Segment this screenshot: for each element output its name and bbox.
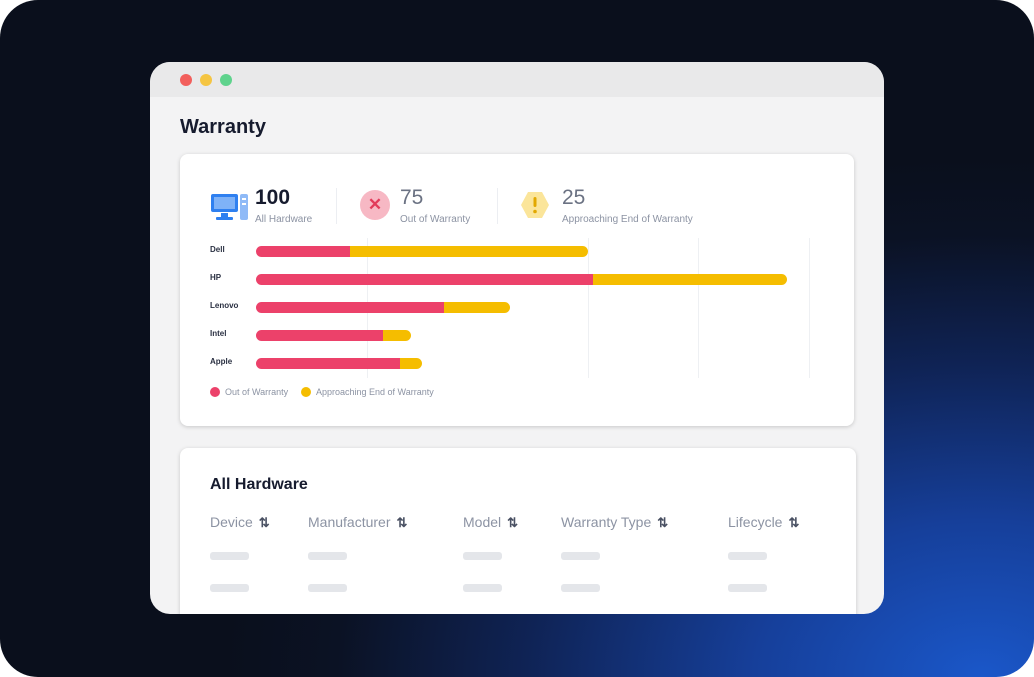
legend-swatch: [301, 387, 311, 397]
column-header-device[interactable]: Device ⇅: [210, 514, 270, 531]
column-label: Model: [463, 514, 502, 530]
category-label: Lenovo: [210, 301, 239, 310]
column-header-warranty-type[interactable]: Warranty Type ⇅: [561, 514, 668, 531]
legend-label: Out of Warranty: [225, 387, 289, 397]
app-window: Warranty 100 All Hardware: [150, 62, 884, 614]
column-header-lifecycle[interactable]: Lifecycle ⇅: [728, 514, 799, 531]
skeleton-cell: [308, 584, 347, 592]
skeleton-cell: [561, 584, 600, 592]
sort-icon[interactable]: ⇅: [657, 515, 669, 530]
bar-apple-out-of-warranty[interactable]: [256, 358, 400, 369]
table-title: All Hardware: [210, 476, 308, 493]
computer-icon: [210, 192, 250, 227]
stat-label: Out of Warranty: [400, 214, 471, 225]
column-header-manufacturer[interactable]: Manufacturer ⇅: [308, 514, 407, 531]
sort-icon[interactable]: ⇅: [258, 515, 270, 530]
gridline: [809, 238, 810, 378]
bar-intel-out-of-warranty[interactable]: [256, 330, 384, 341]
sort-icon[interactable]: ⇅: [788, 515, 800, 530]
stat-label: Approaching End of Warranty: [562, 214, 693, 225]
legend-swatch: [210, 387, 220, 397]
stat-value: 25: [562, 186, 586, 209]
column-label: Manufacturer: [308, 514, 391, 530]
column-label: Warranty Type: [561, 514, 652, 530]
skeleton-cell: [463, 552, 502, 560]
skeleton-cell: [463, 584, 502, 592]
stat-value: 100: [255, 186, 291, 209]
bar-dell-out-of-warranty[interactable]: [256, 246, 350, 257]
bar-dell-approaching-end[interactable]: [350, 246, 588, 257]
skeleton-cell: [210, 584, 249, 592]
gridline: [698, 238, 700, 378]
bar-intel-approaching-end[interactable]: [383, 330, 411, 341]
minimize-window-button[interactable]: [200, 74, 212, 86]
column-label: Device: [210, 514, 253, 530]
x-icon: ✕: [360, 190, 390, 220]
maximize-window-button[interactable]: [220, 74, 232, 86]
close-window-button[interactable]: [180, 74, 192, 86]
bar-lenovo-out-of-warranty[interactable]: [256, 302, 445, 313]
category-label: Intel: [210, 329, 227, 338]
category-label: Apple: [210, 357, 233, 366]
column-label: Lifecycle: [728, 514, 783, 530]
divider: [497, 188, 498, 224]
divider: [336, 188, 337, 224]
skeleton-cell: [728, 584, 767, 592]
gridline: [587, 238, 589, 378]
sort-icon[interactable]: ⇅: [507, 515, 519, 530]
skeleton-cell: [561, 552, 600, 560]
stat-value: 75: [400, 186, 424, 209]
warranty-summary-card: 100 All Hardware ✕ 75 Out of Warranty: [180, 154, 854, 426]
category-label: HP: [210, 273, 222, 282]
bar-apple-approaching-end[interactable]: [399, 358, 422, 369]
bar-hp-out-of-warranty[interactable]: [256, 274, 594, 285]
warning-icon: [520, 190, 550, 220]
skeleton-cell: [210, 552, 249, 560]
skeleton-cell: [308, 552, 347, 560]
sort-icon[interactable]: ⇅: [396, 515, 408, 530]
bar-lenovo-approaching-end[interactable]: [444, 302, 511, 313]
legend-label: Approaching End of Warranty: [316, 387, 434, 397]
skeleton-cell: [728, 552, 767, 560]
window-titlebar: [150, 62, 884, 97]
page-title: Warranty: [180, 116, 266, 138]
bar-hp-approaching-end[interactable]: [593, 274, 787, 285]
category-label: Dell: [210, 245, 225, 254]
column-header-model[interactable]: Model ⇅: [463, 514, 518, 531]
all-hardware-card: All Hardware Device ⇅ Manufacturer ⇅ Model…: [180, 448, 856, 614]
stat-label: All Hardware: [255, 214, 313, 225]
